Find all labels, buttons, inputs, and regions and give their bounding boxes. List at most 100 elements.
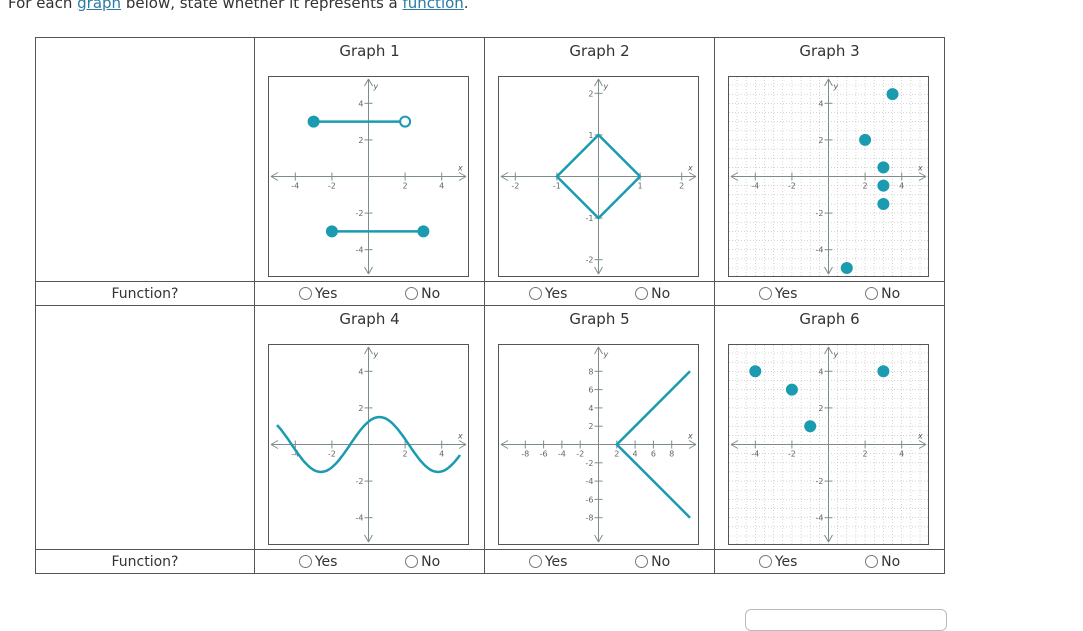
endpoint-dot: [417, 225, 430, 238]
y-axis-label: y: [373, 82, 379, 91]
graph-1-cell: Graph 1 x y -4 -2 2 4 4 2 -2 -4: [254, 37, 485, 282]
yes-radio[interactable]: Yes: [298, 285, 338, 302]
graph-4-answer: Yes No: [254, 549, 485, 574]
function-link[interactable]: function: [402, 0, 464, 12]
endpoint-dot: [399, 115, 412, 128]
y-tick-label: -4: [586, 477, 594, 486]
axis-arrow-icon: [594, 78, 603, 275]
yes-radio[interactable]: Yes: [298, 553, 338, 570]
radio-circle-icon[interactable]: [758, 287, 772, 300]
x-tick-label: 4: [439, 450, 444, 459]
data-point: [749, 365, 762, 378]
graph-title: Graph 3: [799, 42, 860, 60]
yes-label: Yes: [314, 285, 338, 302]
graph-2-cell: Graph 2 x y -2 -1 1 2 2 1 -1 -2: [484, 37, 715, 282]
graph-3-cell: Graph 3 x y -4 -2 2 4 4 2 -2 -4: [714, 37, 945, 282]
graph-6-plot: x y -4 -2 2 4 4 2 -2 -4: [728, 344, 929, 545]
no-label: No: [651, 285, 671, 302]
x-tick-label: -4: [751, 182, 759, 191]
x-tick-label: 2: [679, 182, 684, 191]
no-radio[interactable]: No: [635, 554, 670, 570]
radio-circle-icon[interactable]: [635, 555, 649, 568]
yes-radio[interactable]: Yes: [528, 286, 567, 302]
x-tick-label: 4: [899, 450, 904, 459]
radio-circle-icon[interactable]: [298, 555, 312, 568]
no-label: No: [881, 285, 901, 302]
no-radio[interactable]: No: [405, 286, 440, 302]
yes-radio[interactable]: Yes: [758, 554, 797, 570]
axis-arrow-icon: [500, 172, 697, 181]
yes-label: Yes: [544, 553, 568, 570]
axis-arrow-icon: [594, 346, 603, 543]
no-radio[interactable]: No: [405, 554, 440, 570]
y-axis-label: y: [833, 350, 839, 359]
empty-cell: [35, 305, 255, 550]
x-tick-label: 4: [899, 182, 904, 191]
y-tick-label: 1: [588, 131, 593, 140]
y-tick-label: 2: [358, 404, 363, 413]
y-tick-label: 2: [818, 136, 823, 145]
empty-cell: [35, 37, 255, 282]
radio-circle-icon[interactable]: [528, 287, 542, 300]
yes-radio[interactable]: Yes: [758, 286, 797, 302]
yes-label: Yes: [314, 553, 338, 570]
graph-5-answer: Yes No: [484, 549, 715, 574]
radio-circle-icon[interactable]: [405, 287, 419, 300]
y-tick-label: 4: [358, 99, 363, 108]
radio-circle-icon[interactable]: [635, 287, 649, 300]
axis-arrow-icon: [730, 440, 927, 449]
radio-circle-icon[interactable]: [865, 287, 879, 300]
no-radio[interactable]: No: [635, 286, 670, 302]
data-point: [877, 161, 890, 174]
y-tick-label: -2: [816, 209, 824, 218]
graph-6-cell: Graph 6 x y -4 -2 2 4 4 2 -2 -4: [714, 305, 945, 550]
graph-title: Graph 2: [569, 42, 630, 60]
axis-arrow-icon: [500, 440, 697, 449]
instruction-text: .: [463, 0, 469, 12]
x-tick-label: -2: [788, 450, 796, 459]
radio-circle-icon[interactable]: [528, 555, 542, 568]
x-tick-label: -2: [511, 182, 519, 191]
no-radio[interactable]: No: [865, 286, 900, 302]
axis-arrow-icon: [270, 440, 467, 449]
graph-link[interactable]: graph: [77, 0, 122, 12]
y-tick-label: 2: [588, 89, 593, 98]
y-axis-label: y: [603, 350, 609, 359]
x-axis-label: x: [917, 432, 923, 441]
x-tick-label: 4: [439, 182, 444, 191]
y-axis-label: y: [833, 82, 839, 91]
x-axis-label: x: [687, 164, 693, 173]
y-axis-label: y: [373, 350, 379, 359]
graph-3-plot: x y -4 -2 2 4 4 2 -2 -4: [728, 76, 929, 277]
radio-circle-icon[interactable]: [758, 555, 772, 568]
radio-circle-icon[interactable]: [405, 555, 419, 568]
instructions: For each graph below, state whether it r…: [8, 0, 469, 12]
graph-title: Graph 6: [799, 310, 860, 328]
graph-title: Graph 1: [339, 42, 400, 60]
no-label: No: [421, 553, 441, 570]
x-axis-label: x: [917, 164, 923, 173]
x-tick-label: 2: [863, 182, 868, 191]
yes-radio[interactable]: Yes: [528, 553, 568, 570]
graph-5-cell: Graph 5 x y -8 -6 -4 -2 2 4 6 8 8 6 4 2 -2 -4 -6 -8: [484, 305, 715, 550]
x-tick-label: 4: [633, 450, 638, 459]
y-tick-label: 4: [818, 367, 823, 376]
y-tick-label: -2: [586, 256, 594, 265]
data-point: [804, 420, 817, 433]
data-point: [859, 133, 872, 146]
y-tick-label: 2: [818, 404, 823, 413]
y-tick-label: -4: [816, 514, 824, 523]
function-row-label: Function?: [35, 549, 255, 574]
radio-circle-icon[interactable]: [298, 287, 312, 300]
y-tick-label: -8: [586, 514, 594, 523]
radio-circle-icon[interactable]: [865, 555, 879, 568]
data-point: [785, 383, 798, 396]
y-tick-label: -1: [586, 214, 594, 223]
y-tick-label: 4: [818, 99, 823, 108]
x-tick-label: -2: [576, 450, 584, 459]
no-radio[interactable]: No: [865, 554, 900, 570]
sideways-v-curve: [615, 370, 691, 519]
graph-1-answer: Yes No: [254, 281, 485, 306]
axis-arrow-icon: [730, 172, 927, 181]
submit-button[interactable]: [745, 609, 947, 631]
